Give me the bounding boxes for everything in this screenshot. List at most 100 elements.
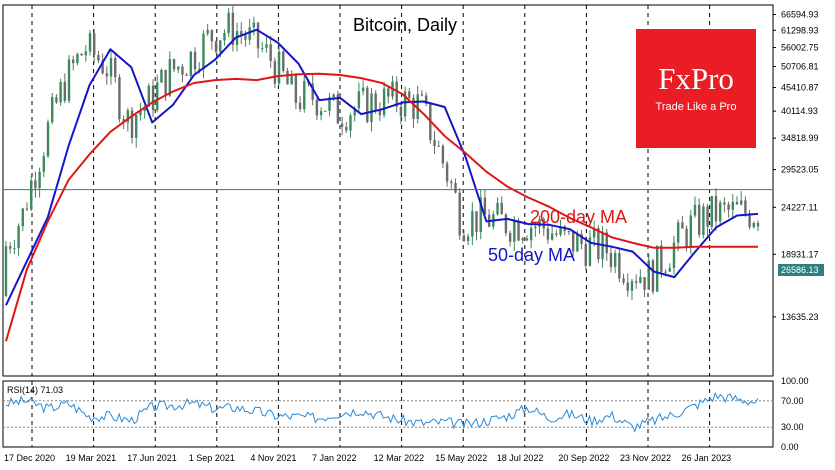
candle-body (408, 91, 411, 98)
candle-body (592, 228, 596, 238)
candle-body (521, 238, 524, 241)
candle-body (668, 268, 671, 272)
candle-body (403, 91, 407, 117)
rsi-y-tick-label: 100.00 (781, 376, 809, 386)
candle-body (454, 183, 457, 193)
candle-body (126, 110, 130, 123)
candle-body (67, 59, 71, 101)
candle-body (483, 197, 487, 215)
candle-body (529, 228, 533, 241)
candle-body (672, 242, 676, 269)
candle-body (433, 140, 436, 147)
candle-body (450, 181, 453, 184)
candle-body (25, 208, 29, 210)
candle-body (328, 97, 331, 111)
candle-body (361, 87, 365, 92)
y-tick-label: 56002.75 (781, 43, 819, 53)
candle-body (576, 233, 579, 252)
x-tick-label: 1 Sep 2021 (189, 453, 235, 463)
candle-body (580, 233, 583, 245)
candle-body (676, 222, 680, 243)
rsi-plot-frame (2, 380, 774, 448)
candle-body (9, 246, 12, 249)
candle-body (424, 95, 428, 104)
candle-body (139, 110, 142, 116)
candle-body (752, 223, 755, 228)
candle-body (105, 73, 109, 77)
candle-body (399, 106, 403, 117)
candle-body (508, 233, 512, 242)
candle-body (244, 35, 247, 40)
candle-body (164, 69, 167, 96)
candle-body (618, 252, 621, 279)
x-tick-label: 26 Jan 2023 (682, 453, 732, 463)
y-tick-label: 61298.93 (781, 25, 819, 35)
y-tick-label: 18931.17 (781, 249, 819, 259)
candle-body (412, 97, 415, 119)
candle-body (664, 271, 667, 273)
x-tick-label: 20 Sep 2022 (558, 453, 609, 463)
x-tick-label: 17 Jun 2021 (127, 453, 177, 463)
candle-body (466, 236, 470, 241)
candle-body (462, 235, 466, 241)
candle-body (143, 106, 146, 111)
logo-tagline: Trade Like a Pro (655, 101, 737, 113)
y-tick-label: 34818.99 (781, 133, 819, 143)
candle-body (538, 219, 541, 227)
logo-brand: FxPro (658, 61, 734, 96)
x-tick-label: 23 Nov 2022 (620, 453, 671, 463)
candle-body (219, 40, 222, 52)
current-price-label: 26586.13 (781, 265, 819, 275)
candle-body (17, 226, 20, 249)
candle-body (613, 252, 617, 268)
y-tick-label: 24227.11 (781, 202, 818, 212)
candle-body (252, 22, 256, 28)
candle-body (567, 231, 571, 233)
candle-body (156, 82, 159, 111)
candle-body (193, 51, 197, 70)
candle-body (555, 233, 558, 235)
candle-body (231, 12, 235, 45)
candle-body (441, 145, 445, 164)
candle-body (130, 110, 134, 138)
candle-body (630, 281, 634, 291)
candle-body (458, 192, 461, 236)
candle-body (697, 204, 701, 235)
candle-body (181, 66, 184, 75)
candle-body (21, 208, 25, 227)
candle-body (345, 126, 348, 131)
candle-body (185, 74, 188, 76)
candle-body (714, 195, 718, 222)
y-tick-label: 50706.81 (781, 61, 819, 71)
candle-body (160, 69, 163, 83)
x-tick-label: 19 Mar 2021 (66, 453, 117, 463)
rsi-title: RSI(14) 71.03 (7, 385, 63, 395)
candle-body (198, 69, 201, 71)
candle-body (357, 91, 361, 109)
candle-body (710, 195, 713, 227)
candle-body (731, 201, 734, 210)
y-tick-label: 40114.93 (781, 106, 818, 116)
y-tick-label: 66594.93 (781, 10, 819, 20)
candle-body (298, 102, 302, 110)
candle-body (282, 51, 285, 71)
candle-body (84, 51, 88, 56)
ma50-annotation: 50-day MA (488, 245, 575, 265)
vertical-gridlines (31, 5, 711, 447)
candle-body (59, 82, 62, 103)
candle-body (723, 202, 726, 205)
candle-body (189, 51, 193, 76)
x-tick-label: 15 May 2022 (435, 453, 487, 463)
candle-body (319, 111, 323, 116)
candle-body (395, 81, 398, 107)
candle-body (286, 70, 289, 85)
candle-body (550, 233, 554, 240)
candle-body (500, 202, 503, 215)
candle-body (324, 110, 327, 112)
candle-body (168, 59, 172, 96)
candle-body (340, 123, 344, 127)
ma200-annotation: 200-day MA (530, 207, 627, 227)
candle-body (72, 59, 75, 64)
candle-body (42, 156, 46, 172)
